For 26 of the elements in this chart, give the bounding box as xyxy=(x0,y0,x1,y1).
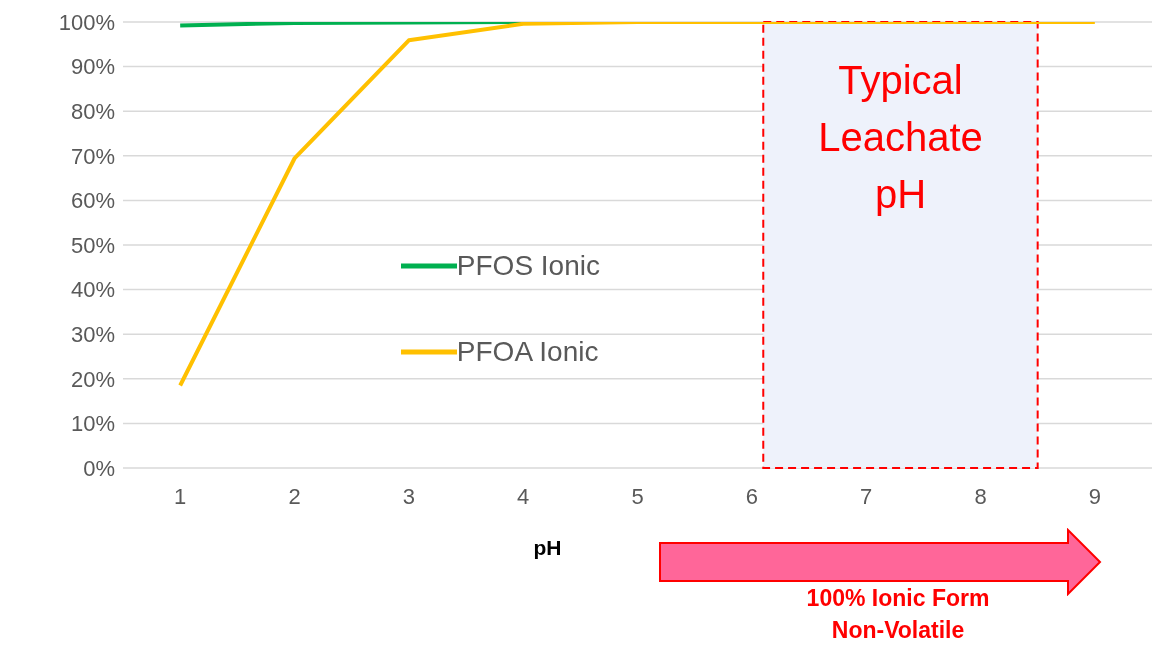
x-tick-label: 2 xyxy=(288,483,301,509)
x-axis-title: pH xyxy=(532,536,563,560)
y-tick-label: 50% xyxy=(70,232,115,258)
legend-label: PFOS Ionic xyxy=(456,250,600,282)
legend-label: PFOA Ionic xyxy=(456,336,599,368)
x-tick-label: 3 xyxy=(402,483,415,509)
y-tick-label: 20% xyxy=(70,366,115,392)
x-tick-label: 4 xyxy=(517,483,530,509)
x-tick-label: 5 xyxy=(631,483,644,509)
band-label: Typical Leachate pH xyxy=(818,58,983,216)
y-tick-label: 40% xyxy=(70,277,115,303)
y-tick-label: 10% xyxy=(70,411,115,437)
x-tick-label: 8 xyxy=(974,483,987,509)
x-tick-label: 9 xyxy=(1088,483,1101,509)
y-tick-label: 30% xyxy=(70,322,115,348)
y-tick-label: 80% xyxy=(70,99,115,125)
y-tick-label: 60% xyxy=(70,188,115,214)
y-tick-label: 90% xyxy=(70,54,115,80)
y-tick-label: 70% xyxy=(70,143,115,169)
x-tick-label: 7 xyxy=(860,483,873,509)
text: 100% Ionic Form Non-Volatile xyxy=(805,584,991,645)
y-tick-label: 0% xyxy=(83,455,115,481)
x-tick-label: 1 xyxy=(174,483,187,509)
y-tick-label: 100% xyxy=(58,9,115,35)
line-series xyxy=(178,22,1097,388)
x-tick-label: 6 xyxy=(745,483,758,509)
